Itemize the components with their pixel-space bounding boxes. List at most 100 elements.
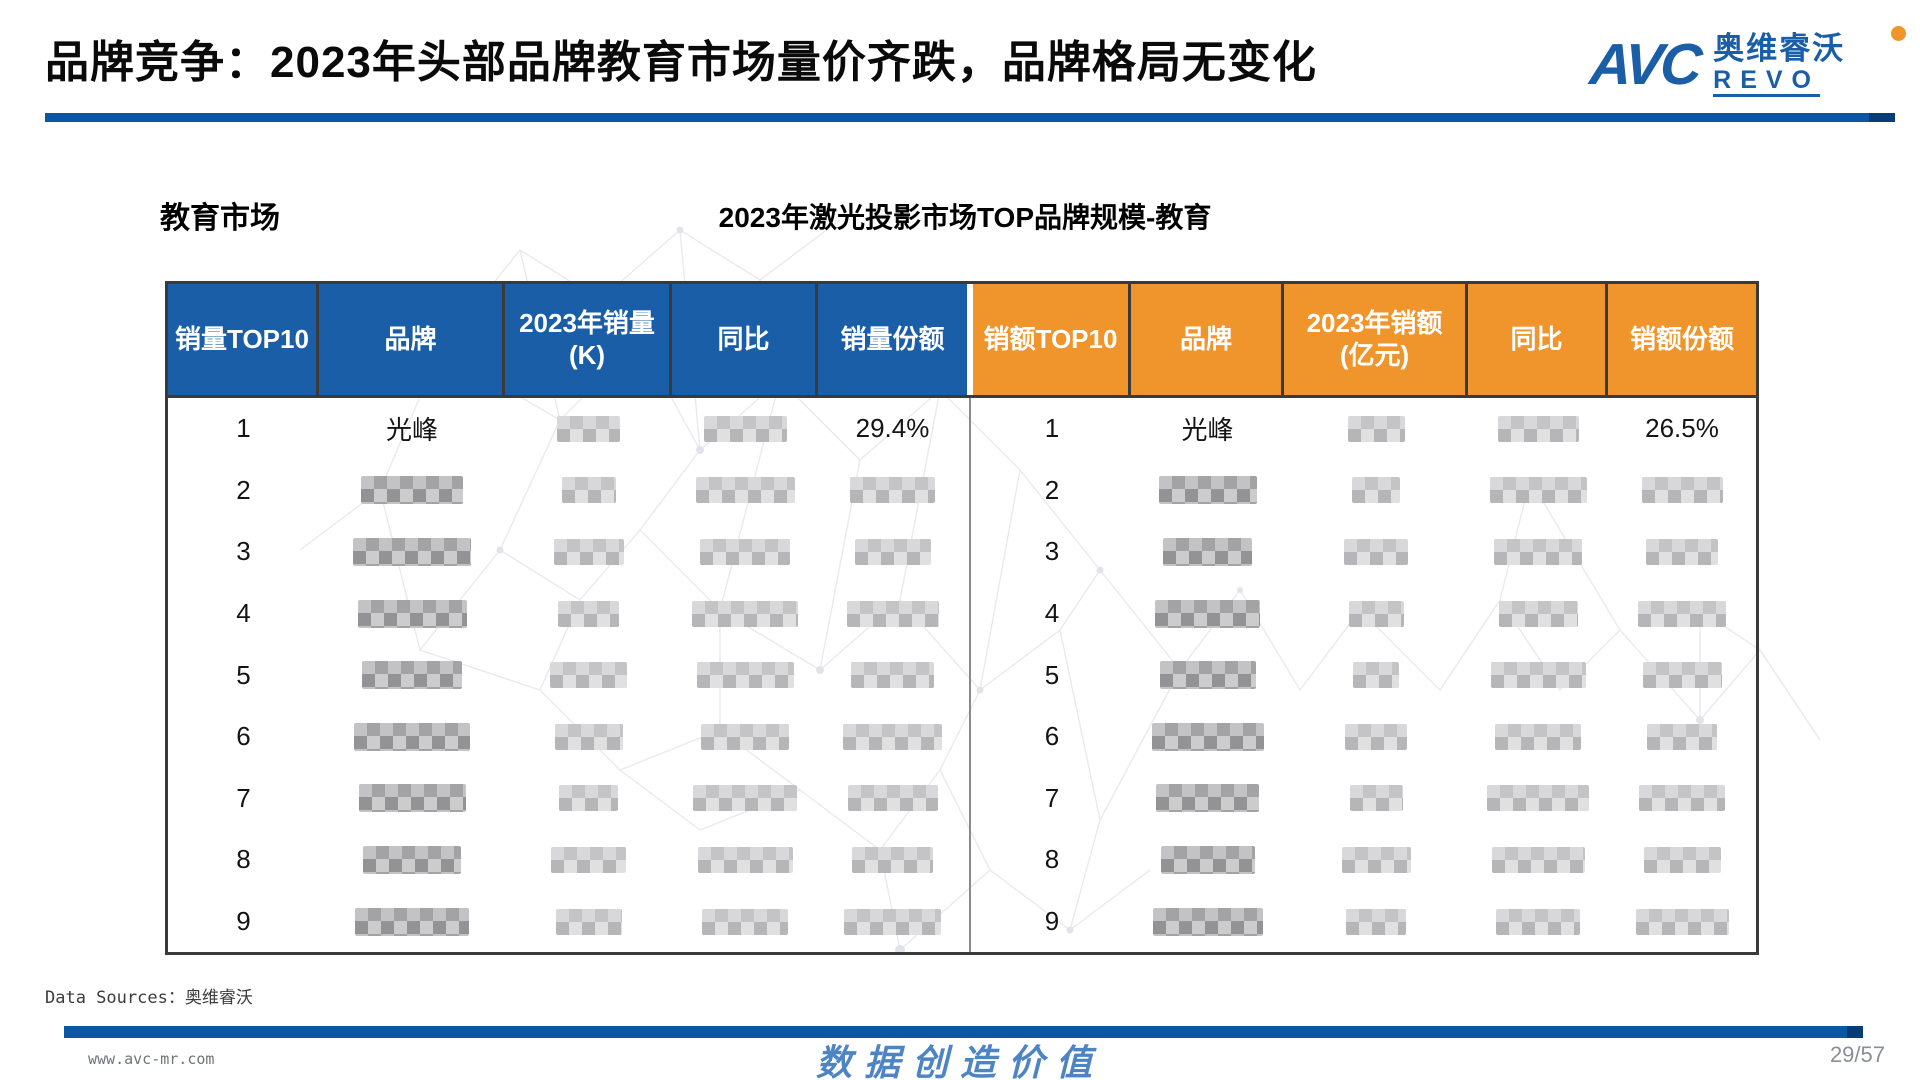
yoy-cell — [672, 891, 818, 953]
yoy-cell — [1468, 398, 1608, 460]
table-half-divider — [967, 521, 973, 583]
brand-cell — [1131, 891, 1284, 953]
share-cell — [818, 521, 967, 583]
sales-cell — [505, 644, 672, 706]
slogan-calligraphy: 数据创造价值 — [815, 1042, 1104, 1080]
yoy-cell — [1468, 521, 1608, 583]
redacted-value — [1495, 723, 1581, 750]
column-header-right-3: 同比 — [1468, 284, 1608, 395]
yoy-cell — [1468, 583, 1608, 645]
brand-cell — [319, 891, 505, 953]
yoy-cell — [1468, 644, 1608, 706]
table-half-divider — [967, 767, 973, 830]
redacted-value — [843, 723, 942, 750]
redacted-value — [550, 662, 627, 689]
redacted-value — [701, 723, 789, 750]
yoy-cell — [672, 521, 818, 583]
redacted-value — [1346, 908, 1406, 935]
share-cell — [1608, 768, 1756, 830]
brand-cell — [319, 706, 505, 768]
column-header-left-4: 销量份额 — [818, 284, 967, 395]
share-cell — [818, 829, 967, 891]
redacted-value — [1352, 477, 1400, 504]
share-cell — [818, 460, 967, 522]
redacted-value — [555, 908, 622, 935]
redacted-value — [1487, 785, 1589, 812]
table-body: 1 光峰 29.4% 1 光峰 26.5% 2 2 3 3 4 4 5 5 6 6 7 7 8 8 9 9 — [168, 398, 1756, 953]
share-cell: 26.5% — [1645, 413, 1719, 444]
redacted-value — [362, 661, 462, 690]
share-cell — [818, 583, 967, 645]
share-cell — [1608, 829, 1756, 891]
rank-cell: 8 — [1044, 844, 1060, 875]
redacted-value — [1151, 722, 1264, 751]
amount-cell — [1284, 891, 1468, 953]
brand-cell — [319, 829, 505, 891]
redacted-value — [695, 477, 795, 504]
yoy-cell — [672, 829, 818, 891]
redacted-value — [1635, 908, 1729, 935]
redacted-value — [1344, 538, 1408, 565]
redacted-value — [358, 784, 466, 813]
column-header-left-0: 销量TOP10 — [168, 284, 319, 395]
yoy-cell — [672, 460, 818, 522]
avc-logo-dot-icon — [1891, 26, 1906, 41]
sales-cell — [505, 768, 672, 830]
column-header-left-2: 2023年销量 (K) — [505, 284, 672, 395]
amount-cell — [1284, 398, 1468, 460]
brand-cell — [1131, 521, 1284, 583]
redacted-value — [852, 846, 933, 873]
redacted-value — [1152, 907, 1263, 936]
redacted-value — [553, 538, 624, 565]
redacted-value — [1641, 477, 1723, 504]
table-half-divider — [967, 644, 973, 706]
redacted-value — [1489, 477, 1587, 504]
column-header-left-3: 同比 — [672, 284, 818, 395]
redacted-value — [357, 599, 467, 628]
brand-cell — [1131, 460, 1284, 522]
share-cell — [818, 768, 967, 830]
share-cell — [818, 891, 967, 953]
footer-bar — [64, 1026, 1863, 1038]
amount-cell — [1284, 768, 1468, 830]
redacted-value — [1498, 600, 1578, 627]
column-header-right-4: 销额份额 — [1608, 284, 1756, 395]
table-header-row: 销量TOP10 品牌 2023年销量 (K) 同比 销量份额 销额TOP10 品牌 2023年销… — [168, 284, 1756, 398]
amount-cell — [1284, 644, 1468, 706]
yoy-cell — [1468, 706, 1608, 768]
yoy-cell — [672, 644, 818, 706]
share-cell — [1608, 644, 1756, 706]
sales-cell — [505, 583, 672, 645]
redacted-value — [854, 538, 931, 565]
brand-cell — [1131, 644, 1284, 706]
table-half-divider — [967, 829, 973, 891]
redacted-value — [1349, 785, 1403, 812]
rank-cell: 6 — [236, 721, 251, 752]
yoy-cell — [672, 583, 818, 645]
share-cell — [818, 706, 967, 768]
brand-ranking-table: 销量TOP10 品牌 2023年销量 (K) 同比 销量份额 销额TOP10 品牌 2023年销… — [165, 281, 1759, 956]
brand-cell — [319, 460, 505, 522]
brand-cell — [1131, 829, 1284, 891]
redacted-value — [1341, 846, 1411, 873]
avc-logo: AVC 奥维睿沃 REVO — [1588, 22, 1906, 108]
redacted-value — [355, 907, 469, 936]
rank-cell: 4 — [1044, 598, 1060, 629]
sales-cell — [505, 521, 672, 583]
rank-cell: 6 — [1044, 721, 1060, 752]
table-half-divider — [967, 459, 973, 522]
redacted-value — [1353, 662, 1399, 689]
redacted-value — [850, 477, 935, 504]
redacted-value — [554, 723, 623, 750]
table-half-divider — [967, 582, 973, 645]
share-cell — [818, 644, 967, 706]
redacted-value — [354, 722, 470, 751]
rank-cell: 2 — [1044, 474, 1060, 505]
title-underline-tip — [1869, 113, 1895, 122]
brand-cell — [1131, 768, 1284, 830]
yoy-cell — [1468, 891, 1608, 953]
column-header-right-0: 销额TOP10 — [973, 284, 1131, 395]
redacted-value — [1345, 723, 1407, 750]
redacted-value — [700, 538, 790, 565]
